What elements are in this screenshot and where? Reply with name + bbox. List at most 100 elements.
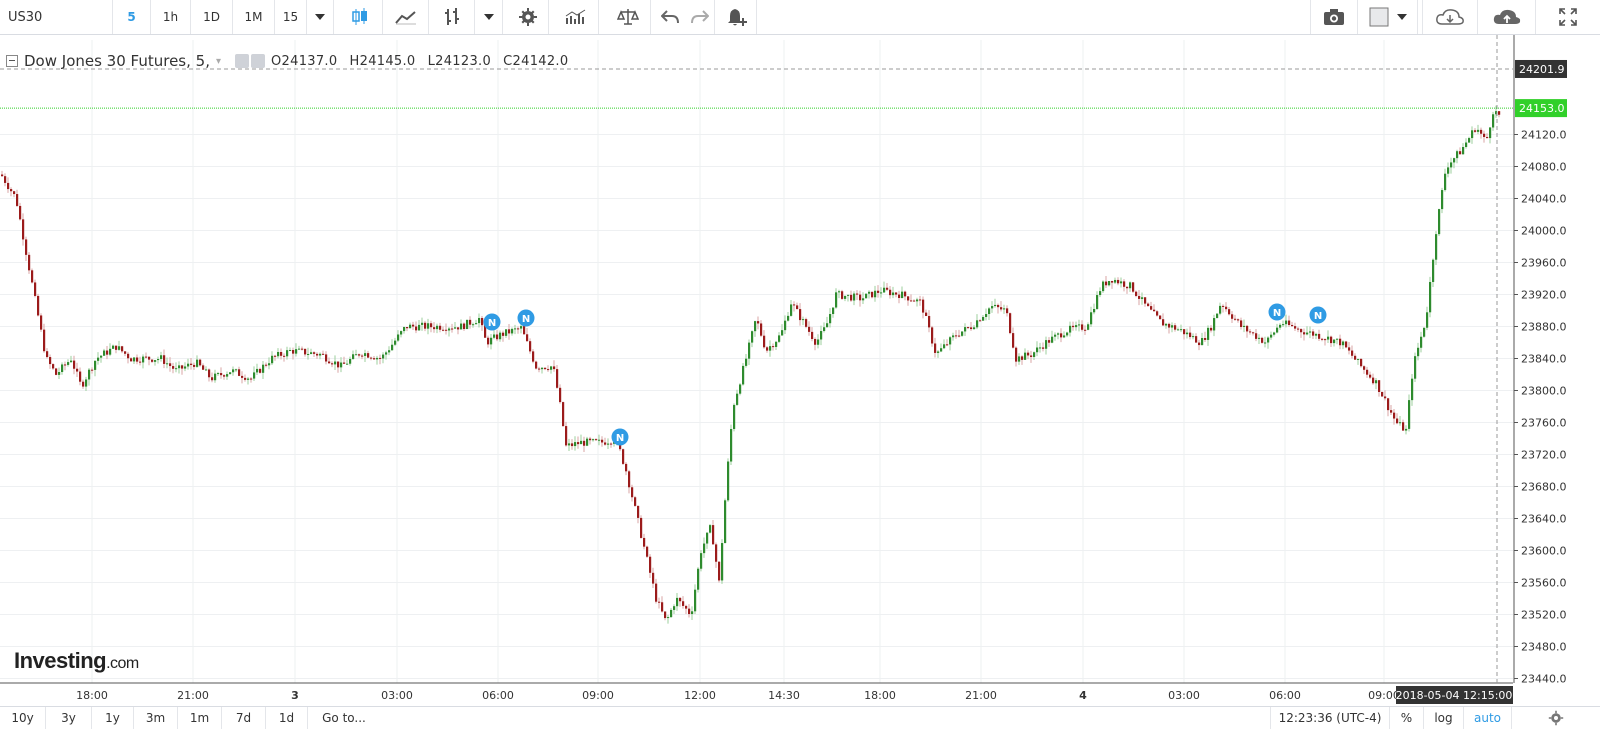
candle-body <box>19 205 22 220</box>
visibility-icon[interactable] <box>235 54 250 68</box>
candle-body <box>610 443 613 445</box>
color-picker-button[interactable] <box>1358 0 1418 34</box>
candle-body <box>154 360 157 362</box>
interval-1m-button[interactable]: 1M <box>233 0 275 34</box>
candle-body <box>1057 333 1060 335</box>
candle-body <box>823 327 826 332</box>
chart-style-dropdown[interactable] <box>475 0 503 34</box>
candle-body <box>139 361 142 363</box>
candle-body <box>1456 151 1459 159</box>
candle-body <box>262 364 265 373</box>
candle-body <box>958 335 961 337</box>
candle-body <box>988 308 991 315</box>
candles-style-button[interactable] <box>338 0 383 34</box>
settings-small-icon[interactable] <box>251 54 266 68</box>
candle-body <box>25 239 28 255</box>
indicators-button[interactable] <box>553 0 599 34</box>
candle-body <box>949 337 952 345</box>
candle-body <box>1411 378 1414 401</box>
logo-name: Investing <box>14 648 107 673</box>
time-tick-label: 4 <box>1079 689 1087 702</box>
candle-body <box>1144 297 1147 304</box>
range-1y-button[interactable]: 1y <box>92 707 134 729</box>
candle-body <box>277 352 280 357</box>
chevron-down-icon[interactable]: ▾ <box>215 55 222 67</box>
candle-body <box>931 327 934 344</box>
range-10y-button[interactable]: 10y <box>0 707 46 729</box>
ohlc-close: C24142.0 <box>503 53 569 69</box>
interval-1h-button[interactable]: 1h <box>151 0 191 34</box>
candle-body <box>1105 281 1108 286</box>
interval-label: 1h <box>162 10 179 24</box>
candle-body <box>715 544 718 562</box>
candle-body <box>205 369 208 371</box>
news-marker-icon[interactable] <box>1309 306 1327 324</box>
interval-5-button[interactable]: 5 <box>113 0 151 34</box>
news-marker-icon[interactable] <box>483 313 501 331</box>
candle-body <box>157 358 160 361</box>
candle-body <box>58 372 61 375</box>
redo-button[interactable] <box>685 0 715 34</box>
auto-toggle[interactable]: auto <box>1464 707 1512 729</box>
screenshot-button[interactable] <box>1310 0 1358 34</box>
range-7d-button[interactable]: 7d <box>222 707 266 729</box>
candle-body <box>1477 129 1480 132</box>
candle-body <box>739 384 742 394</box>
range-3y-button[interactable]: 3y <box>46 707 92 729</box>
candle-body <box>487 337 490 345</box>
price-chart[interactable]: N N N N N 24120.0 24080.0 24040.0 24000.0 23960.0… <box>0 35 1600 705</box>
compare-button[interactable] <box>605 0 651 34</box>
candle-body <box>451 328 454 330</box>
candle-body <box>1369 374 1372 378</box>
candle-body <box>1432 259 1435 282</box>
news-marker-icon[interactable] <box>611 428 629 446</box>
bottom-settings-button[interactable] <box>1512 707 1600 729</box>
candle-body <box>181 365 184 369</box>
interval-15-button[interactable]: 15 <box>275 0 307 34</box>
undo-button[interactable] <box>655 0 685 34</box>
candle-body <box>1111 280 1114 283</box>
candle-body <box>358 354 361 356</box>
range-1m-button[interactable]: 1m <box>178 707 222 729</box>
candle-body <box>1132 282 1135 292</box>
candle-body <box>1069 325 1072 333</box>
symbol-search-input[interactable]: US30 <box>0 0 113 34</box>
candle-body <box>976 320 979 328</box>
candle-body <box>1078 324 1081 326</box>
range-1d-button[interactable]: 1d <box>266 707 308 729</box>
goto-button[interactable]: Go to... <box>308 707 380 729</box>
goto-label: Go to... <box>322 711 366 725</box>
candle-body <box>97 357 100 361</box>
time-tick-label: 09:00 <box>582 689 614 702</box>
line-chart-button[interactable] <box>383 0 429 34</box>
fullscreen-button[interactable] <box>1536 0 1600 34</box>
news-marker-label: N <box>616 433 624 444</box>
save-layout-button[interactable] <box>1478 0 1536 34</box>
range-3m-button[interactable]: 3m <box>134 707 178 729</box>
ohlc-open: O24137.0 <box>271 53 338 69</box>
news-marker-icon[interactable] <box>1268 303 1286 321</box>
candle-body <box>370 357 373 359</box>
candle-body <box>1255 333 1258 339</box>
candle-body <box>1312 331 1315 336</box>
candle-body <box>217 373 220 375</box>
candle-body <box>166 363 169 365</box>
log-toggle[interactable]: log <box>1424 707 1464 729</box>
candle-body <box>766 347 769 351</box>
candle-body <box>661 602 664 612</box>
interval-1d-button[interactable]: 1D <box>191 0 233 34</box>
settings-button[interactable] <box>507 0 549 34</box>
interval-dropdown-button[interactable] <box>307 0 334 34</box>
candle-body <box>826 323 829 328</box>
candle-body <box>898 294 901 299</box>
bars-style-button[interactable] <box>429 0 475 34</box>
alert-button[interactable] <box>717 0 757 34</box>
news-marker-icon[interactable] <box>517 309 535 327</box>
collapse-legend-icon[interactable] <box>6 55 18 67</box>
candle-body <box>805 319 808 327</box>
candle-body <box>1315 333 1318 336</box>
percent-toggle[interactable]: % <box>1390 707 1424 729</box>
load-layout-button[interactable] <box>1422 0 1478 34</box>
candle-body <box>271 355 274 364</box>
price-tick-label: 24040.0 <box>1521 193 1567 206</box>
